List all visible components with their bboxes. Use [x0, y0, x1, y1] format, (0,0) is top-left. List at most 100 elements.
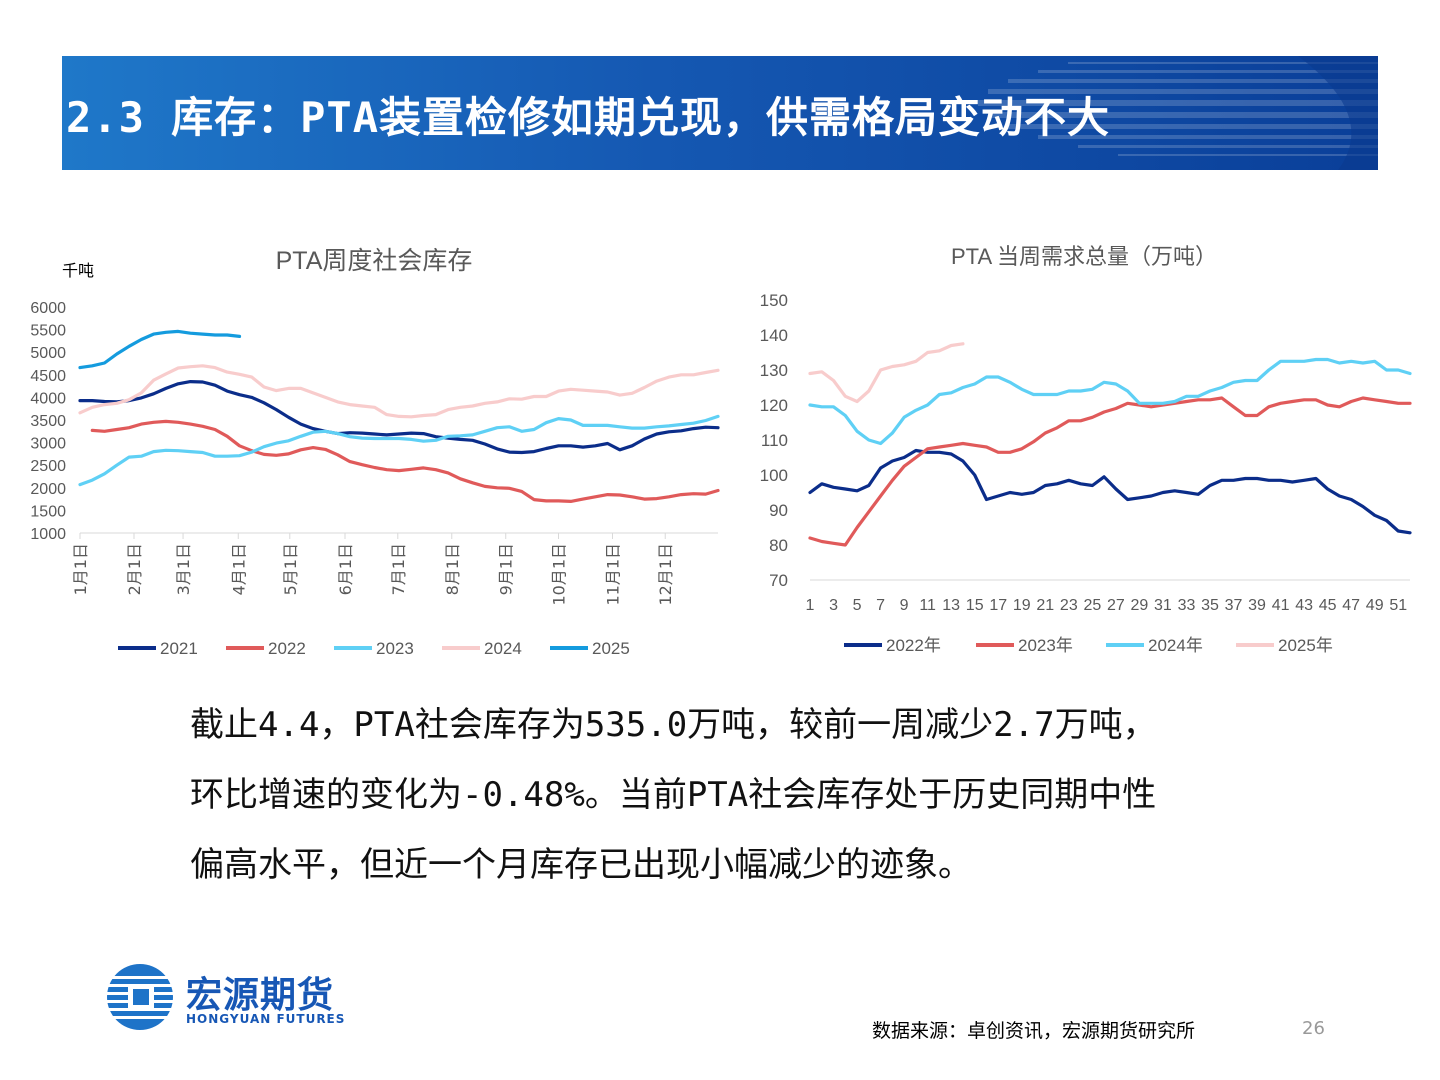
banner-stripes-decoration	[978, 56, 1378, 170]
y-tick-label: 120	[760, 396, 788, 415]
page-title: 2.3 库存：PTA装置检修如期兑现，供需格局变动不大	[66, 93, 1111, 142]
series-line-2024	[78, 364, 720, 419]
chart2-legend: 2022年 2023年 2024年 2025年	[844, 636, 1333, 655]
x-tick-label: 11月1日	[603, 543, 622, 606]
x-tick-label: 6月1日	[336, 543, 355, 595]
x-tick-label: 8月1日	[443, 543, 462, 595]
x-tick-label: 51	[1389, 597, 1407, 614]
y-tick-label: 110	[761, 431, 788, 450]
legend-label-2024年: 2024年	[1148, 636, 1203, 655]
series-line-2025年	[808, 342, 965, 404]
summary-line-1: 截止4.4，PTA社会库存为535.0万吨，较前一周减少2.7万吨，	[190, 705, 1157, 745]
x-tick-label: 45	[1319, 597, 1337, 614]
logo-chinese-name: 宏源期货	[186, 975, 335, 1016]
x-tick-label: 47	[1342, 597, 1360, 614]
x-tick-label: 5	[853, 597, 862, 614]
x-tick-label: 23	[1060, 597, 1078, 614]
x-tick-label: 49	[1366, 597, 1384, 614]
header-banner: 2.3 库存：PTA装置检修如期兑现，供需格局变动不大	[62, 56, 1378, 170]
y-tick-label: 2500	[30, 458, 66, 475]
x-tick-label: 9	[900, 597, 909, 614]
x-tick-label: 9月1日	[497, 543, 516, 595]
x-tick-label: 7	[876, 597, 885, 614]
y-tick-label: 5000	[30, 345, 66, 362]
chart1-unit-label: 千吨	[62, 261, 94, 280]
x-tick-label: 19	[1013, 597, 1031, 614]
x-tick-label: 15	[966, 597, 984, 614]
logo-english-name: HONGYUAN FUTURES	[186, 1012, 346, 1026]
legend-label-2023年: 2023年	[1018, 636, 1073, 655]
x-tick-label: 35	[1201, 597, 1219, 614]
x-tick-label: 1月1日	[71, 543, 90, 595]
chart1-series	[78, 329, 720, 503]
y-tick-label: 70	[769, 571, 788, 590]
chart2-title: PTA 当周需求总量（万吨）	[951, 244, 1217, 269]
x-tick-label: 41	[1272, 597, 1290, 614]
chart1-y-ticks: 1000 1500 2000 2500 3000 3500 4000 4500 5000 5500…	[30, 300, 66, 543]
x-tick-label: 7月1日	[389, 543, 408, 595]
series-line-2022年	[808, 448, 1412, 535]
y-tick-label: 6000	[30, 300, 66, 317]
x-tick-label: 11	[919, 597, 936, 614]
x-tick-label: 31	[1154, 597, 1172, 614]
summary-line-2: 环比增速的变化为-0.48%。当前PTA社会库存处于历史同期中性	[190, 775, 1157, 815]
chart2-x-ticks: 1 3 5 7 9 11 13 15 17 19 21 23 25 27 29 31 33 35 37 39 41 43 4…	[806, 597, 1408, 614]
logo-emblem-icon	[104, 964, 180, 1030]
series-line-2021	[78, 380, 720, 455]
y-tick-label: 140	[760, 326, 788, 345]
x-tick-label: 10月1日	[550, 543, 569, 606]
legend-label-2021: 2021	[160, 639, 198, 658]
x-tick-label: 39	[1248, 597, 1266, 614]
x-tick-label: 25	[1083, 597, 1101, 614]
series-line-2023	[78, 414, 720, 487]
x-tick-label: 1	[806, 597, 815, 614]
x-tick-label: 21	[1036, 597, 1054, 614]
x-tick-label: 2月1日	[125, 543, 144, 595]
y-tick-label: 4000	[30, 390, 66, 407]
chart1-legend: 2021 2022 2023 2024 2025	[118, 639, 630, 658]
chart1-x-ticks: 1月1日 2月1日 3月1日 4月1日 5月1日 6月1日 7月1日 8月1日 9月1日 10月1…	[71, 533, 675, 606]
x-tick-label: 29	[1131, 597, 1149, 614]
demand-chart: PTA 当周需求总量（万吨） 708090100110120130140150 …	[760, 244, 1412, 655]
y-tick-label: 80	[769, 536, 788, 555]
legend-label-2023: 2023	[376, 639, 414, 658]
y-tick-label: 3000	[30, 436, 66, 453]
x-tick-label: 43	[1295, 597, 1313, 614]
series-line-2022	[90, 419, 720, 503]
chart2-series	[808, 342, 1412, 547]
x-tick-label: 33	[1178, 597, 1196, 614]
summary-line-3: 偏高水平，但近一个月库存已出现小幅减少的迹象。	[190, 845, 972, 885]
x-tick-label: 3	[829, 597, 838, 614]
x-tick-label: 5月1日	[281, 543, 300, 595]
series-line-2023年	[808, 396, 1412, 547]
series-line-2025	[78, 329, 242, 370]
legend-label-2024: 2024	[484, 639, 522, 658]
chart1-title: PTA周度社会库存	[276, 247, 473, 275]
legend-label-2025: 2025	[592, 639, 630, 658]
x-tick-label: 27	[1107, 597, 1125, 614]
x-tick-label: 13	[942, 597, 960, 614]
y-tick-label: 90	[769, 501, 788, 520]
y-tick-label: 5500	[30, 323, 66, 340]
y-tick-label: 1500	[30, 503, 66, 520]
legend-label-2022年: 2022年	[886, 636, 941, 655]
series-line-2024年	[808, 357, 1412, 446]
y-tick-label: 100	[760, 466, 788, 485]
y-tick-label: 2000	[30, 481, 66, 498]
x-tick-label: 17	[989, 597, 1007, 614]
y-tick-label: 150	[760, 291, 788, 310]
company-logo: 宏源期货 HONGYUAN FUTURES	[104, 962, 364, 1032]
y-tick-label: 130	[760, 361, 788, 380]
x-tick-label: 37	[1225, 597, 1243, 614]
y-tick-label: 3500	[30, 413, 66, 430]
summary-text: 截止4.4，PTA社会库存为535.0万吨，较前一周减少2.7万吨， 环比增速的…	[190, 690, 1320, 900]
chart2-y-ticks: 70 80 90 100 110 120 130 140 150	[760, 291, 788, 590]
inventory-chart: PTA周度社会库存 千吨 1000 1500 2000 2500 3000 3500 400…	[30, 247, 720, 658]
x-tick-label: 12月1日	[656, 543, 675, 606]
y-tick-label: 4500	[30, 368, 66, 385]
data-source: 数据来源：卓创资讯，宏源期货研究所	[872, 1020, 1196, 1042]
page-number: 26	[1302, 1018, 1325, 1039]
y-tick-label: 1000	[30, 526, 66, 543]
legend-label-2025年: 2025年	[1278, 636, 1333, 655]
x-tick-label: 3月1日	[174, 543, 193, 595]
